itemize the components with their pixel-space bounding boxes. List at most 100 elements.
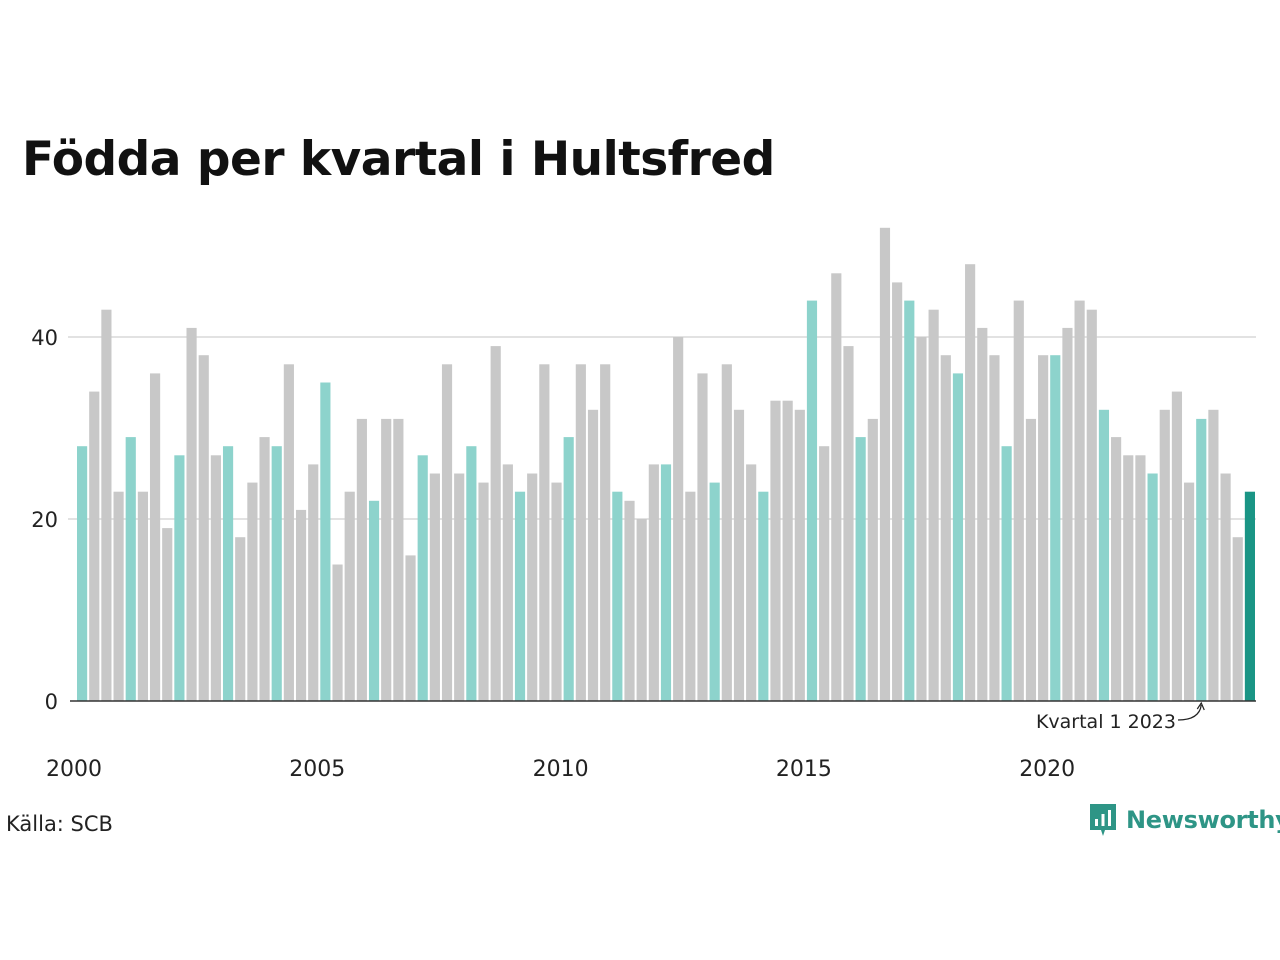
- bar: [539, 364, 550, 701]
- bar: [794, 409, 805, 701]
- bar: [989, 355, 1000, 701]
- bar: [770, 400, 781, 701]
- bar: [1232, 537, 1243, 701]
- bar: [295, 509, 307, 701]
- bar: [721, 364, 732, 701]
- bar: [697, 373, 708, 701]
- bar: [952, 373, 964, 701]
- bar: [709, 482, 720, 701]
- bar: [916, 337, 927, 701]
- bar: [904, 300, 915, 701]
- bar: [612, 491, 623, 701]
- bar: [149, 373, 161, 701]
- annotation: Kvartal 1 2023: [1036, 701, 1205, 733]
- bar: [1086, 309, 1097, 701]
- bar: [1159, 409, 1170, 701]
- chart-title: Födda per kvartal i Hultsfred: [22, 132, 775, 187]
- bar: [527, 473, 538, 701]
- bar: [393, 418, 404, 701]
- bar: [733, 409, 745, 701]
- bar: [186, 327, 197, 701]
- bar: [1025, 418, 1037, 701]
- bar: [867, 418, 878, 701]
- bar: [356, 418, 367, 701]
- bar: [368, 500, 380, 701]
- y-tick-labels: 0 20 40: [31, 326, 58, 714]
- bar: [332, 564, 343, 701]
- bar: [198, 355, 209, 701]
- bar: [940, 355, 951, 701]
- bar: [1220, 473, 1231, 701]
- bar: [624, 500, 635, 701]
- bar: [600, 364, 611, 701]
- bar: [977, 327, 988, 701]
- bar: [1208, 409, 1219, 701]
- bar: [502, 464, 513, 701]
- bar: [222, 446, 234, 701]
- y-tick-label: 0: [45, 690, 58, 714]
- x-tick-label: 2000: [46, 757, 102, 782]
- x-tick-label: 2010: [533, 757, 589, 782]
- x-tick-label: 2015: [776, 757, 832, 782]
- bar: [259, 437, 270, 701]
- bar: [746, 464, 757, 701]
- bar: [1196, 418, 1207, 701]
- bar: [636, 519, 647, 701]
- bar: [174, 455, 185, 701]
- y-tick-label: 20: [31, 508, 58, 532]
- y-tick-label: 40: [31, 326, 58, 350]
- bar: [685, 491, 696, 701]
- bar: [1147, 473, 1158, 701]
- bar: [441, 364, 453, 701]
- bar: [405, 555, 416, 701]
- bar: [1050, 355, 1061, 701]
- bar: [320, 382, 331, 701]
- bar: [1098, 409, 1110, 701]
- chart-area: 0 20 40 2000 2005 2010 2015 2020 Kvartal 1 202…: [31, 227, 1256, 782]
- bar: [831, 273, 842, 701]
- bar: [879, 227, 891, 702]
- bar: [514, 491, 526, 701]
- annotation-arrow: [1177, 704, 1202, 721]
- bar: [819, 446, 830, 701]
- bar: [137, 491, 148, 701]
- bar: [283, 364, 294, 701]
- bar: [1123, 455, 1134, 701]
- bar: [1184, 482, 1195, 701]
- annotation-label: Kvartal 1 2023: [1036, 711, 1176, 733]
- bar: [1111, 437, 1122, 701]
- bar: [417, 455, 428, 701]
- bar: [892, 282, 903, 701]
- bar: [101, 309, 112, 701]
- bar: [125, 437, 136, 701]
- bar: [89, 391, 100, 701]
- newsworthy-logo-icon: [1090, 804, 1116, 836]
- bar: [162, 528, 173, 701]
- bar: [247, 482, 258, 701]
- bar: [782, 400, 793, 701]
- bar: [1244, 491, 1255, 701]
- x-tick-label: 2005: [289, 757, 345, 782]
- bar: [490, 346, 501, 701]
- bar: [466, 446, 477, 701]
- bar: [308, 464, 319, 701]
- bar: [648, 464, 659, 701]
- source-label: Källa: SCB: [6, 812, 113, 836]
- bar: [806, 300, 818, 701]
- bar: [1135, 455, 1146, 701]
- newsworthy-logo: Newsworthy: [1088, 802, 1280, 838]
- bar: [855, 437, 866, 701]
- bar: [478, 482, 489, 701]
- bar: [429, 473, 440, 701]
- bar: [454, 473, 465, 701]
- bar: [843, 346, 854, 701]
- brand-name: Newsworthy: [1126, 806, 1280, 834]
- annotation-arrowhead: [1196, 701, 1205, 711]
- bar: [575, 364, 586, 701]
- bar: [673, 337, 684, 701]
- bar: [210, 455, 221, 701]
- bar: [587, 409, 599, 701]
- bar: [563, 437, 574, 701]
- bar: [271, 446, 282, 701]
- x-tick-label: 2020: [1019, 757, 1075, 782]
